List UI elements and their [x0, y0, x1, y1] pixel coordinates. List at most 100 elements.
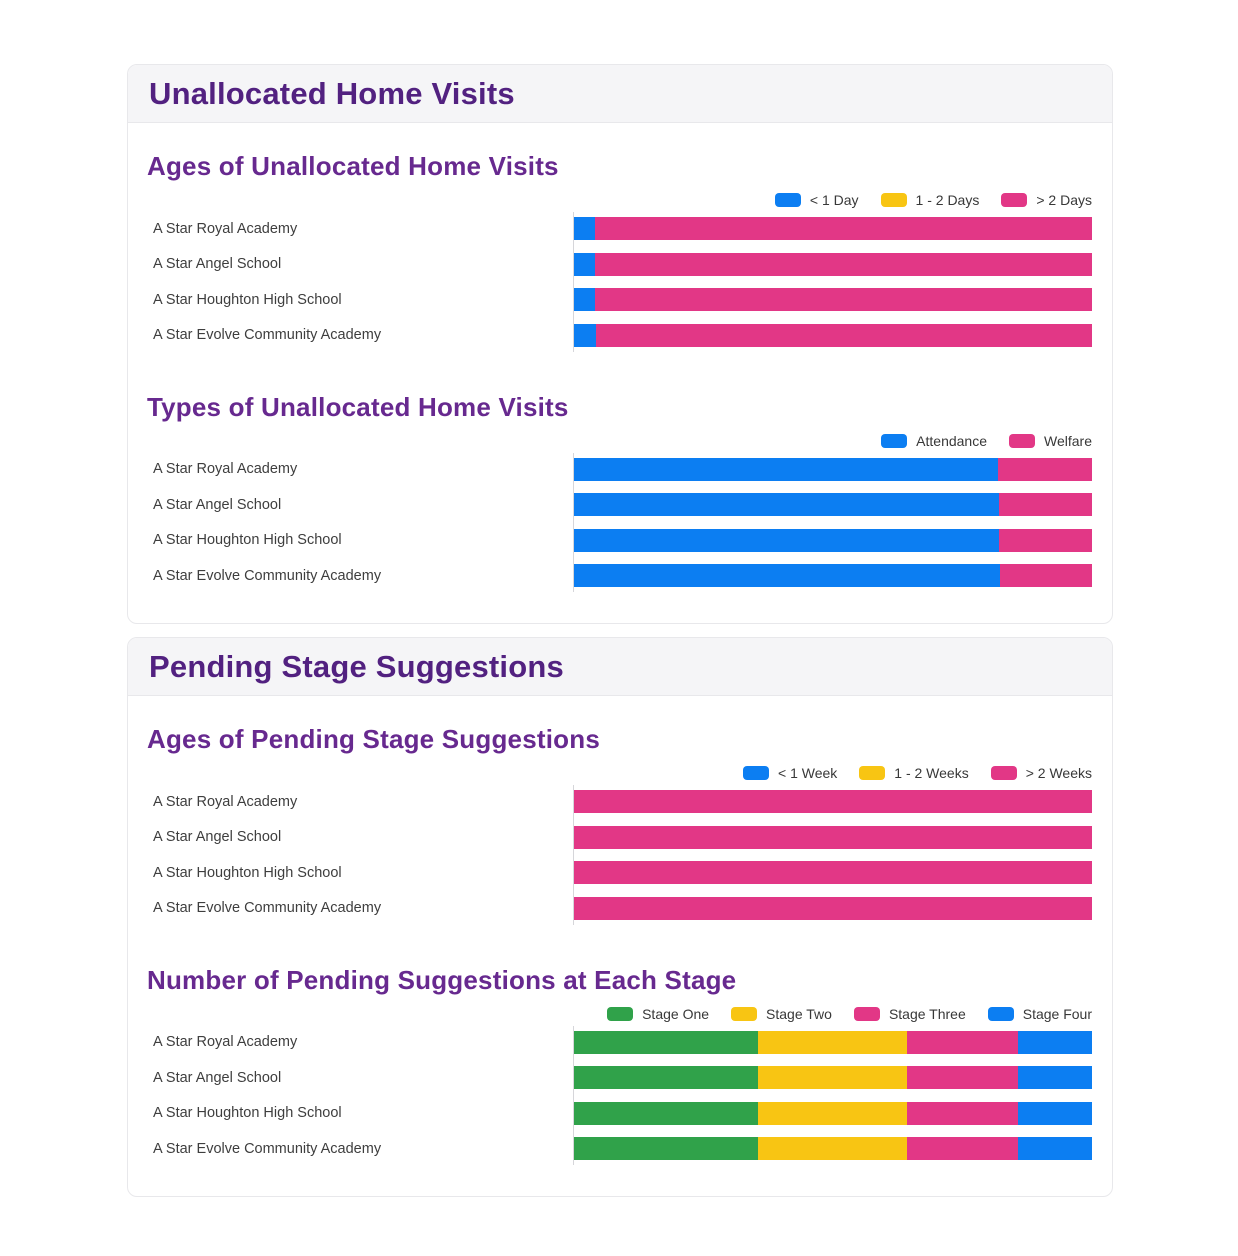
legend-item-1-week[interactable]: < 1 Week [743, 765, 837, 781]
section-body: Ages of Pending Stage Suggestions < 1 Wee… [128, 723, 1112, 1196]
legend-swatch-stage-four [987, 1006, 1014, 1021]
bar-segment-stage-two[interactable] [758, 1030, 907, 1054]
bar-row: A Star Houghton High School [147, 528, 1092, 552]
bar-segment-welfare[interactable] [999, 493, 1092, 516]
stacked-bar [573, 217, 1092, 240]
legend-item-attendance[interactable]: Attendance [881, 433, 987, 449]
legend-label: Stage Three [888, 1005, 966, 1022]
bar-segment-1-day[interactable] [573, 217, 596, 240]
stacked-bar [573, 288, 1092, 311]
stacked-bar [573, 861, 1092, 884]
legend-label: Stage Four [1022, 1005, 1092, 1022]
stacked-bar [573, 1137, 1092, 1160]
bar-row: A Star Royal Academy [147, 217, 1092, 240]
stacked-bar [573, 528, 1092, 552]
bar-row: A Star Angel School [147, 825, 1092, 849]
legend-item-1-day[interactable]: < 1 Day [774, 192, 859, 208]
section-pending-stage-suggestions: Pending Stage Suggestions Ages of Pendin… [127, 637, 1113, 1197]
bar-segment-stage-four[interactable] [1017, 1137, 1092, 1160]
bar-segment-attendance[interactable] [573, 457, 999, 481]
legend-swatch-1-2-weeks [859, 766, 886, 780]
legend-item-stage-three[interactable]: Stage Three [853, 1005, 966, 1022]
bar-segment-stage-two[interactable] [758, 1137, 907, 1160]
legend-item-1-2-weeks[interactable]: 1 - 2 Weeks [859, 765, 969, 781]
bar-row: A Star Houghton High School [147, 861, 1092, 884]
bar-segment-stage-three[interactable] [906, 1066, 1018, 1089]
bar-rows: A Star Royal Academy A Star Angel School A… [147, 452, 1092, 592]
bar-row-label: A Star Angel School [153, 256, 282, 272]
bar-segment-2-weeks[interactable] [573, 896, 1092, 920]
bar-segment-stage-one[interactable] [573, 1030, 759, 1054]
stacked-bar [573, 825, 1092, 849]
bar-segment-attendance[interactable] [573, 564, 1001, 587]
bar-segment-attendance[interactable] [573, 528, 1000, 552]
bar-row-label: A Star Angel School [153, 496, 282, 513]
bar-row-label: A Star Evolve Community Academy [153, 900, 382, 916]
bar-segment-welfare[interactable] [999, 528, 1092, 552]
bar-row-label: A Star Royal Academy [153, 220, 298, 237]
bar-segment-stage-two[interactable] [758, 1101, 907, 1125]
legend-item-stage-four[interactable]: Stage Four [987, 1005, 1092, 1022]
legend-item-stage-one[interactable]: Stage One [607, 1006, 709, 1022]
bar-segment-2-days[interactable] [596, 323, 1092, 347]
bar-segment-2-weeks[interactable] [573, 861, 1092, 884]
chart-ages-of-unallocated-home-visits: Ages of Unallocated Home Visits < 1 Day 1 … [147, 150, 1092, 351]
section-body: Ages of Unallocated Home Visits < 1 Day 1 … [128, 150, 1112, 623]
legend-item-2-weeks[interactable]: > 2 Weeks [990, 765, 1092, 781]
bar-segment-welfare[interactable] [1000, 564, 1092, 587]
legend-label: Welfare [1044, 432, 1092, 449]
legend-item-stage-two[interactable]: Stage Two [731, 1006, 832, 1022]
bar-segment-stage-four[interactable] [1017, 1030, 1092, 1054]
stacked-bar [573, 790, 1092, 813]
bar-segment-stage-two[interactable] [758, 1066, 907, 1089]
bar-segment-stage-three[interactable] [906, 1137, 1018, 1160]
bar-row-label: A Star Houghton High School [153, 1105, 342, 1121]
bar-segment-2-weeks[interactable] [573, 825, 1092, 849]
bar-segment-stage-one[interactable] [573, 1066, 759, 1089]
bar-segment-attendance[interactable] [573, 493, 1000, 516]
chart-title: Number of Pending Suggestions at Each St… [147, 964, 737, 995]
bar-row-label: A Star Royal Academy [153, 1034, 298, 1050]
bar-row: A Star Royal Academy [147, 1030, 1092, 1054]
bar-segment-2-days[interactable] [595, 217, 1092, 240]
chart-types-of-unallocated-home-visits: Types of Unallocated Home Visits Attendan… [147, 391, 1092, 592]
bar-row: A Star Angel School [147, 1066, 1092, 1089]
bar-row-label: A Star Houghton High School [153, 864, 342, 881]
legend-item-1-2-days[interactable]: 1 - 2 Days [880, 192, 979, 208]
bar-segment-2-weeks[interactable] [573, 790, 1092, 813]
bar-segment-stage-one[interactable] [573, 1137, 759, 1160]
bar-segment-2-days[interactable] [595, 252, 1092, 276]
bar-row-label: A Star Evolve Community Academy [153, 327, 382, 343]
stacked-bar [573, 252, 1092, 276]
bar-segment-stage-four[interactable] [1017, 1066, 1092, 1089]
legend-label: < 1 Day [809, 192, 859, 208]
legend-label: > 2 Weeks [1025, 765, 1092, 781]
bar-row: A Star Evolve Community Academy [147, 896, 1092, 920]
legend-swatch-welfare [1009, 433, 1036, 448]
chart-number-of-pending-suggestions-at-each-stage: Number of Pending Suggestions at Each St… [147, 964, 1092, 1165]
legend-label: Stage One [642, 1005, 710, 1022]
bar-segment-stage-three[interactable] [906, 1030, 1018, 1054]
bar-segment-stage-three[interactable] [906, 1101, 1018, 1125]
chart-title: Ages of Unallocated Home Visits [147, 151, 559, 181]
stacked-bar [573, 896, 1092, 920]
bar-row-label: A Star Angel School [153, 1069, 282, 1086]
bar-segment-1-day[interactable] [573, 323, 597, 347]
chart-title: Ages of Pending Stage Suggestions [147, 724, 600, 754]
section-header: Pending Stage Suggestions [128, 638, 1112, 696]
bar-row-label: A Star Angel School [153, 829, 282, 845]
bar-segment-welfare[interactable] [998, 457, 1092, 481]
section-title: Pending Stage Suggestions [149, 649, 564, 684]
bar-segment-stage-one[interactable] [573, 1101, 759, 1125]
legend-item-2-days[interactable]: > 2 Days [1001, 192, 1092, 208]
bar-segment-1-day[interactable] [573, 288, 596, 311]
bar-segment-1-day[interactable] [573, 252, 596, 276]
bar-row: A Star Evolve Community Academy [147, 564, 1092, 587]
bar-segment-stage-four[interactable] [1017, 1101, 1092, 1125]
bar-row: A Star Evolve Community Academy [147, 323, 1092, 347]
legend-item-welfare[interactable]: Welfare [1009, 433, 1092, 449]
stacked-bar [573, 1030, 1092, 1054]
bar-segment-2-days[interactable] [595, 288, 1092, 311]
stacked-bar [573, 457, 1092, 481]
